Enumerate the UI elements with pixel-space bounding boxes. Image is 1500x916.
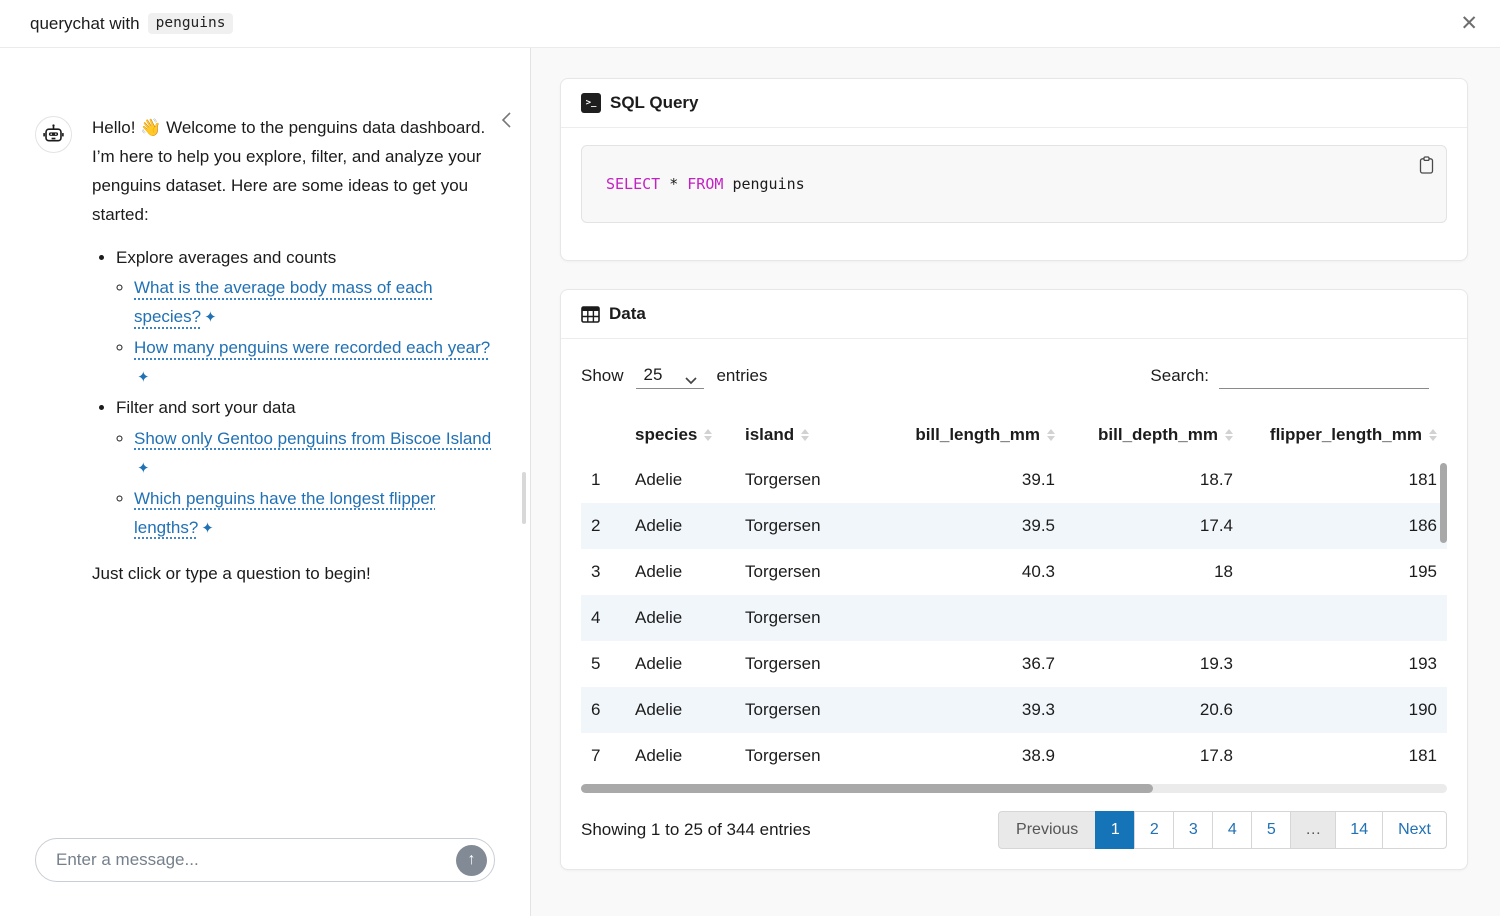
sql-card-body: SELECT * FROM penguins [561,128,1467,260]
suggestion-link-count-per-year[interactable]: How many penguins were recorded each yea… [134,338,490,357]
sort-icon [704,429,712,441]
assistant-outro-text: Just click or type a question to begin! [92,560,494,589]
table-row: 1AdelieTorgersen39.118.7181 [581,457,1447,503]
chat-message-input[interactable] [56,850,456,870]
table-row: 5AdelieTorgersen36.719.3193 [581,641,1447,687]
column-header-flipper-length[interactable]: flipper_length_mm [1243,413,1447,457]
list-item: Show only Gentoo penguins from Biscoe Is… [134,425,494,483]
table-row: 2AdelieTorgersen39.517.4186 [581,503,1447,549]
pagination-page-14[interactable]: 14 [1335,811,1383,849]
sort-icon [1429,429,1437,441]
assistant-message: Hello! 👋 Welcome to the penguins data da… [0,48,530,603]
suggestion-link-avg-body-mass[interactable]: What is the average body mass of each sp… [134,278,433,326]
pagination-page-1[interactable]: 1 [1095,811,1135,849]
sql-keyword: SELECT [606,175,660,193]
sql-code: SELECT * FROM penguins [606,175,805,193]
pagination-page-3[interactable]: 3 [1173,811,1213,849]
chat-input-bar: ↑ [35,838,495,882]
sparkle-icon: ✦ [137,456,150,482]
scrollbar-thumb[interactable] [581,784,1153,793]
sql-star: * [669,175,678,193]
pagination-page-5[interactable]: 5 [1251,811,1291,849]
app-title: querychat with penguins [30,13,233,34]
column-header-bill-depth[interactable]: bill_depth_mm [1065,413,1243,457]
pagination-page-2[interactable]: 2 [1134,811,1174,849]
sparkle-icon: ✦ [204,305,217,331]
table-row: 6AdelieTorgersen39.320.6190 [581,687,1447,733]
list-item: Which penguins have the longest flipper … [134,485,494,543]
suggestion-group-label: Explore averages and counts [116,248,336,267]
sort-icon [801,429,809,441]
sparkle-icon: ✦ [201,516,214,542]
suggestion-list: Explore averages and counts What is the … [116,244,494,543]
dataset-name-chip: penguins [148,13,234,34]
sql-table-name: penguins [732,175,804,193]
sparkle-icon: ✦ [137,365,150,391]
list-item: What is the average body mass of each sp… [134,274,494,332]
chat-scrollbar[interactable] [522,472,526,524]
sql-query-card: >_ SQL Query SELECT * FROM penguins [560,78,1468,261]
sql-card-header: >_ SQL Query [561,79,1467,128]
sql-code-block: SELECT * FROM penguins [581,145,1447,223]
chevron-down-icon [684,376,698,385]
sql-card-title: SQL Query [610,93,699,113]
data-card-header: Data [561,290,1467,339]
collapse-sidebar-icon[interactable] [498,108,514,132]
table-controls: Show 25 entries Search: [581,363,1447,389]
table-vertical-scrollbar[interactable] [1440,463,1447,543]
main-content: >_ SQL Query SELECT * FROM penguins [531,48,1500,916]
table-horizontal-scrollbar[interactable] [581,784,1447,793]
entries-summary: Showing 1 to 25 of 344 entries [581,820,811,840]
search-input[interactable] [1219,363,1429,389]
table-icon [581,305,600,324]
column-header-bill-length[interactable]: bill_length_mm [887,413,1065,457]
sql-keyword: FROM [687,175,723,193]
terminal-icon: >_ [581,93,601,113]
copy-icon[interactable] [1419,156,1434,174]
column-header-index [581,413,625,457]
data-card-body: Show 25 entries Search: [561,339,1467,869]
table-row: 7AdelieTorgersen38.917.8181 [581,733,1447,779]
pagination: Previous 1 2 3 4 5 … 14 Next [998,811,1447,849]
suggestion-group: Filter and sort your data Show only Gent… [116,394,494,542]
show-label: Show [581,366,624,386]
app-title-text: querychat with [30,14,140,34]
sort-icon [1225,429,1233,441]
send-message-button[interactable]: ↑ [456,845,487,876]
pagination-next-button[interactable]: Next [1382,811,1447,849]
data-card: Data Show 25 entries Search: [560,289,1468,870]
data-card-title: Data [609,304,646,324]
table-row: 4AdelieTorgersen [581,595,1447,641]
assistant-intro-text: Hello! 👋 Welcome to the penguins data da… [92,114,494,230]
pagination-page-4[interactable]: 4 [1212,811,1252,849]
sort-icon [1047,429,1055,441]
data-table: species island bill_length_mm bill_depth… [581,413,1447,779]
suggestion-group: Explore averages and counts What is the … [116,244,494,392]
pagination-ellipsis: … [1290,811,1336,849]
data-table-wrap: species island bill_length_mm bill_depth… [581,413,1447,793]
suggestion-group-label: Filter and sort your data [116,398,296,417]
table-footer: Showing 1 to 25 of 344 entries Previous … [581,811,1447,849]
table-header-row: species island bill_length_mm bill_depth… [581,413,1447,457]
search-label: Search: [1150,366,1209,386]
app-header: querychat with penguins ✕ [0,0,1500,48]
page-size-control: Show 25 entries [581,363,767,389]
close-icon[interactable]: ✕ [1460,13,1478,34]
entries-label: entries [716,366,767,386]
page-size-select[interactable]: 25 [636,363,705,389]
robot-avatar-icon [35,116,72,153]
column-header-island[interactable]: island [735,413,887,457]
chat-sidebar: Hello! 👋 Welcome to the penguins data da… [0,48,531,916]
table-row: 3AdelieTorgersen40.318195 [581,549,1447,595]
suggestion-link-longest-flippers[interactable]: Which penguins have the longest flipper … [134,489,435,537]
pagination-previous-button[interactable]: Previous [998,811,1096,849]
column-header-species[interactable]: species [625,413,735,457]
arrow-up-icon: ↑ [468,851,476,869]
list-item: How many penguins were recorded each yea… [134,334,494,392]
suggestion-link-gentoo-biscoe[interactable]: Show only Gentoo penguins from Biscoe Is… [134,429,491,448]
search-control: Search: [1150,363,1429,389]
page-size-value: 25 [644,365,663,385]
